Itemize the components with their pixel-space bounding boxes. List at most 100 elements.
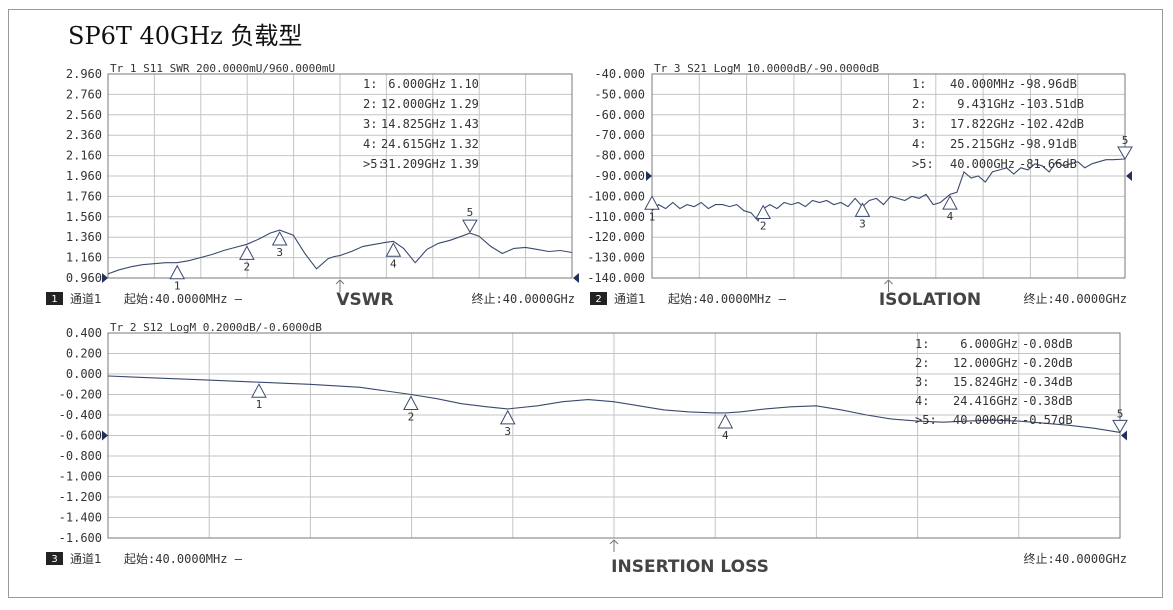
marker-table: 1: 6.000GHz -0.08dB 2: 12.000GHz -0.20dB 3: 15.… [915,337,1073,427]
marker-table-index: 3: [363,117,377,131]
y-tick-label: -1.400 [59,511,102,525]
marker-triangle [251,383,267,398]
marker-triangle [403,395,419,410]
marker-label: 5 [1122,134,1129,147]
marker-table-value: -0.08dB [1022,337,1073,351]
y-tick-label: -120.000 [587,230,645,244]
marker-label: 2 [760,220,767,233]
channel-label: 通道1 [70,292,102,306]
reference-arrow-right [573,273,579,283]
start-frequency-label: 起始:40.0000MHz — [668,292,787,306]
trace-line [107,375,1121,433]
grid [108,333,1120,538]
y-tick-label: 0.400 [66,326,102,340]
marker-table-frequency: 24.416GHz [953,394,1018,408]
stop-frequency-label: 终止:40.0000GHz [1024,551,1127,566]
marker-table-frequency: 9.431GHz [957,97,1015,111]
chart-insertion_loss: 0.400 0.200 0.000 -0.200 -0.400 -0.600 -0.800 -… [46,321,1128,577]
marker-label: 3 [276,246,283,259]
y-tick-label: -1.600 [59,531,102,545]
y-tick-label: -50.000 [594,87,645,101]
marker-table-frequency: 6.000GHz [388,77,446,91]
marker-table-value: -0.57dB [1022,413,1073,427]
channel-number-box [46,552,63,565]
grid [652,74,1125,278]
y-tick-label: 0.960 [66,271,102,285]
marker-table-frequency: 31.209GHz [381,157,446,171]
reference-arrow-right [1121,430,1127,441]
marker-table-frequency: 6.000GHz [960,337,1018,351]
marker-table-index: >5: [915,413,937,427]
reference-arrow-right [1126,171,1132,181]
y-tick-label: -1.000 [59,470,102,484]
center-frequency-mark [884,279,893,292]
marker-triangle [462,219,478,234]
channel-label: 通道1 [614,292,646,306]
marker-table-index: 1: [912,77,926,91]
y-tick-label: -0.800 [59,449,102,463]
chart-caption: ISOLATION [879,290,981,310]
channel-number: 3 [51,554,57,565]
marker-table-value: -98.96dB [1019,77,1077,91]
marker-table-value: -102.42dB [1019,117,1084,131]
marker-table-frequency: 17.822GHz [950,117,1015,131]
stop-frequency-label: 终止:40.0000GHz [472,291,575,306]
trace-header: Tr 3 S21 LogM 10.0000dB/-90.0000dB [654,62,880,75]
marker-triangle [854,202,871,217]
reference-arrow-left [646,171,652,181]
y-tick-label: 0.000 [66,367,102,381]
marker-table: 1: 40.000MHz -98.96dB 2: 9.431GHz -103.51dB 3:… [912,77,1084,171]
y-tick-label: 1.160 [66,251,102,265]
y-tick-label: -140.000 [587,271,645,285]
reference-arrow-left [102,430,108,441]
marker-triangle [1112,419,1128,434]
marker-table-index: 3: [912,117,926,131]
y-tick-label: -60.000 [594,108,645,122]
marker-table-value: -0.20dB [1022,356,1073,370]
page-title: SP6T 40GHz 负载型 [68,22,303,50]
y-tick-label: 2.560 [66,108,102,122]
y-tick-label: -110.000 [587,210,645,224]
chart-caption: VSWR [336,290,393,310]
reference-arrow-left [102,273,108,283]
marker-label: 2 [408,411,415,424]
y-tick-label: 2.960 [66,67,102,81]
marker-table-frequency: 12.000GHz [953,356,1018,370]
marker-table-index: 2: [363,97,377,111]
marker-table-value: -0.38dB [1022,394,1073,408]
y-tick-label: -130.000 [587,251,645,265]
marker-table-value: 1.10 [450,77,479,91]
plot-frame [107,73,573,279]
grid [108,74,572,278]
marker-triangle [169,264,186,280]
chart-vswr: 2.960 2.760 2.560 2.360 2.160 1.960 1.760 1.560… [46,62,579,310]
marker-label: 3 [859,217,866,230]
trace-header: Tr 2 S12 LogM 0.2000dB/-0.6000dB [110,321,322,334]
channel-number: 2 [595,294,601,305]
marker-table-frequency: 24.615GHz [381,137,446,151]
y-tick-label: 2.160 [66,149,102,163]
y-tick-label: 1.960 [66,169,102,183]
marker-triangle [717,413,734,429]
marker-table-value: 1.29 [450,97,479,111]
stop-frequency-label: 终止:40.0000GHz [1024,291,1127,306]
marker-table-frequency: 40.000GHz [950,157,1015,171]
marker-label: 1 [649,210,656,223]
marker-table-index: 1: [915,337,929,351]
marker-table-value: 1.43 [450,117,479,131]
marker-table-value: -81.66dB [1019,157,1077,171]
figure-frame [8,9,1163,598]
marker-table-frequency: 14.825GHz [381,117,446,131]
marker-label: 4 [722,429,729,442]
marker-table-index: 2: [915,356,929,370]
marker-table-value: -103.51dB [1019,97,1084,111]
channel-label: 通道1 [70,552,102,566]
start-frequency-label: 起始:40.0000MHz — [124,552,243,566]
marker-table-value: -98.91dB [1019,137,1077,151]
center-frequency-mark [609,539,619,552]
start-frequency-label: 起始:40.0000MHz — [124,292,243,306]
marker-triangle [499,409,516,425]
marker-table-frequency: 40.000MHz [950,77,1015,91]
y-tick-label: 1.560 [66,210,102,224]
marker-label: 2 [244,260,251,273]
